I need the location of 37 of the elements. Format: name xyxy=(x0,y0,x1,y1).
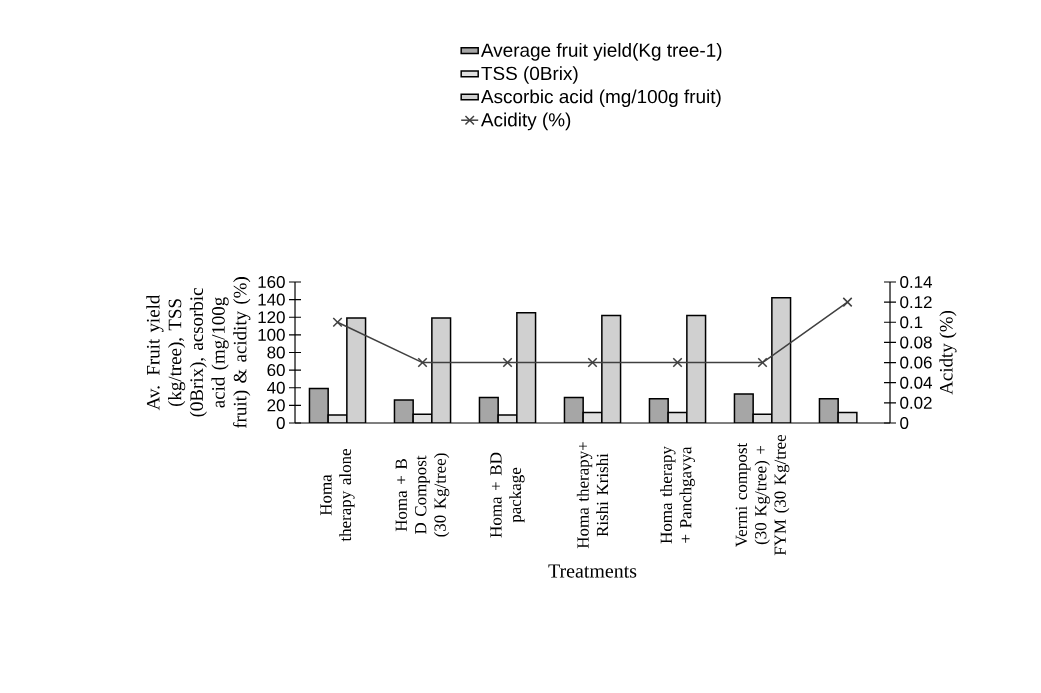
x-tick-label: Homa + B D Compost (30 Kg/tree) xyxy=(395,453,450,537)
y-axis-title: Av. Fruit yield (kg/tree), TSS (0Brix), acsorbic acid (mg/100g fruit) & acidity (%) xyxy=(146,277,251,429)
y2-tick-label: 0.02 xyxy=(900,396,932,409)
y2-tick-label: 0.14 xyxy=(900,275,932,288)
y-tick-label: 100 xyxy=(258,328,285,341)
x-tick-label: Vermi compost (30 Kg/tree) + FYM (30 Kg/tree xyxy=(735,434,790,556)
x-tick-label: Homa therapy alone xyxy=(320,449,355,542)
y2-tick-label: 0 xyxy=(900,416,909,429)
y-tick-label: 40 xyxy=(267,381,285,394)
legend-label: Average fruit yield(Kg tree-1) xyxy=(480,43,722,61)
y2-tick-label: 0.12 xyxy=(900,296,932,309)
point xyxy=(672,357,683,368)
x-axis-title: Treatments xyxy=(548,564,637,578)
legend-label: TSS (0Brix) xyxy=(481,66,578,84)
y-tick-label: 160 xyxy=(258,275,285,288)
point xyxy=(757,357,768,368)
y-tick-label: 120 xyxy=(258,311,285,324)
point xyxy=(587,357,598,368)
x-tick-label: Homa therapy+ Rishi Krishi xyxy=(576,442,609,549)
point xyxy=(417,357,428,368)
y2-axis-title: Acidty (%) xyxy=(939,311,957,395)
point xyxy=(842,297,853,308)
y2-tick-label: 0.06 xyxy=(900,356,932,369)
x-tick-label: Homa + BD package xyxy=(490,452,525,538)
legend-label: Acidity (%) xyxy=(480,112,571,131)
legend-label: Ascorbic acid (mg/100g fruit) xyxy=(480,89,721,108)
y-tick-label: 140 xyxy=(258,293,285,306)
point xyxy=(332,317,343,328)
y-tick-label: 0 xyxy=(276,416,285,429)
y2-tick-label: 0.1 xyxy=(900,316,923,329)
y-tick-label: 60 xyxy=(267,364,285,377)
y-tick-label: 80 xyxy=(267,346,285,359)
x-tick-label: Homa therapy + Panchgavya xyxy=(660,446,695,544)
y2-tick-label: 0.08 xyxy=(900,336,932,349)
y-tick-label: 20 xyxy=(267,399,285,412)
y2-tick-label: 0.04 xyxy=(900,376,932,389)
point xyxy=(502,357,513,368)
